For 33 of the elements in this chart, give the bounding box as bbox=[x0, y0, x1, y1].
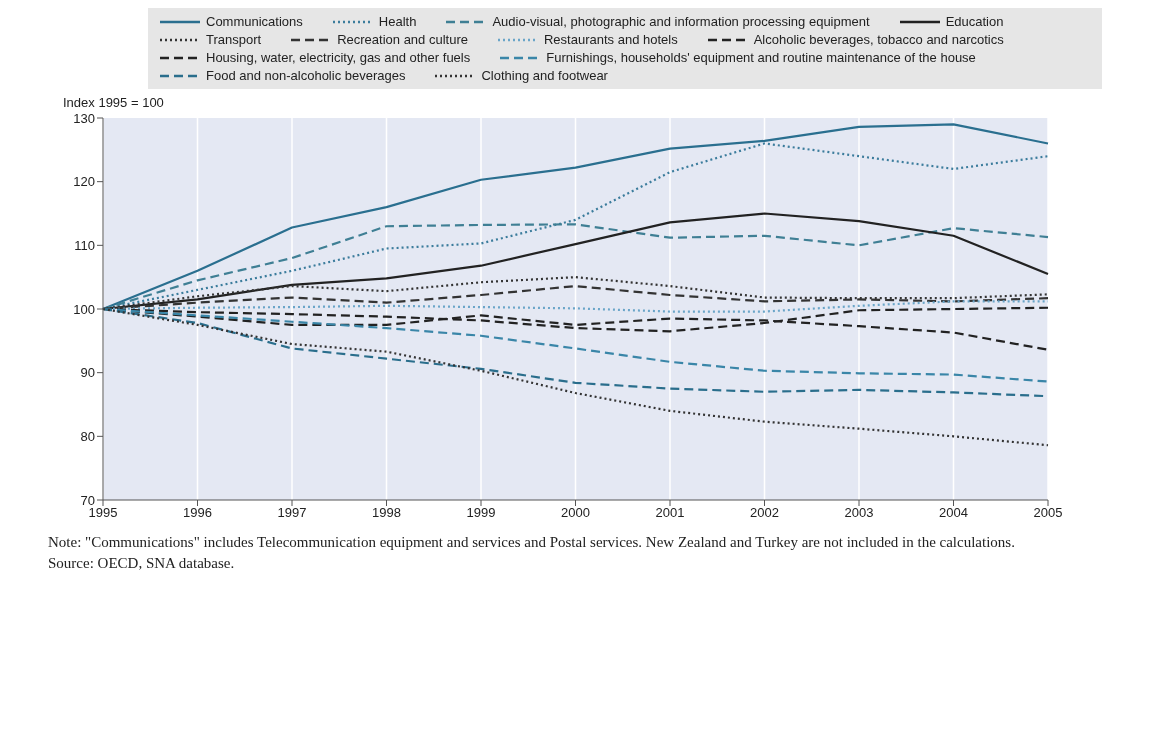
legend-label: Furnishings, households' equipment and routine maintenance of the house bbox=[546, 50, 976, 65]
source-note: Source: OECD, SNA database. bbox=[48, 555, 236, 572]
legend-label: Housing, water, electricity, gas and other fuels bbox=[206, 50, 471, 65]
legend-label: Health bbox=[378, 14, 417, 29]
y-tick-label: 120 bbox=[73, 174, 95, 190]
x-tick-label: 2000 bbox=[561, 505, 590, 521]
legend-label: Audio-visual, photographic and information processing equipment bbox=[492, 14, 870, 29]
legend-label: Communications bbox=[206, 14, 303, 29]
y-tick-label: 70 bbox=[80, 492, 95, 508]
x-tick-label: 2004 bbox=[939, 505, 968, 521]
legend-label: Recreation and culture bbox=[337, 32, 468, 47]
x-tick-label: 2001 bbox=[655, 505, 685, 521]
x-tick-label: 1998 bbox=[372, 505, 401, 521]
x-tick-label: 2005 bbox=[1033, 505, 1063, 521]
x-tick-label: 1996 bbox=[183, 505, 212, 521]
legend-label: Clothing and footwear bbox=[481, 68, 608, 83]
x-tick-label: 1997 bbox=[277, 505, 307, 521]
y-tick-label: 90 bbox=[80, 365, 95, 381]
text: Note: "Communications" includes Telecommunication equipment and services and Postal services. New Zealand and Turkey are not included in the calculations. bbox=[48, 534, 1016, 551]
legend-label: Transport bbox=[206, 32, 262, 47]
legend-label: Alcoholic beverages, tobacco and narcotics bbox=[753, 32, 1004, 47]
y-tick-label: 130 bbox=[73, 110, 95, 126]
y-axis-title: Index 1995 = 100 bbox=[63, 95, 165, 110]
legend-label: Restaurants and hotels bbox=[543, 32, 678, 47]
y-tick-label: 100 bbox=[73, 301, 95, 317]
x-tick-label: 2002 bbox=[750, 505, 779, 521]
legend-label: Food and non-alcoholic beverages bbox=[206, 68, 406, 83]
y-tick-label: 80 bbox=[80, 428, 95, 444]
x-tick-label: 1999 bbox=[466, 505, 496, 521]
legend-label: Education bbox=[945, 14, 1004, 29]
x-tick-label: 1995 bbox=[88, 505, 118, 521]
x-tick-label: 2003 bbox=[844, 505, 874, 521]
y-tick-label: 110 bbox=[74, 237, 95, 253]
